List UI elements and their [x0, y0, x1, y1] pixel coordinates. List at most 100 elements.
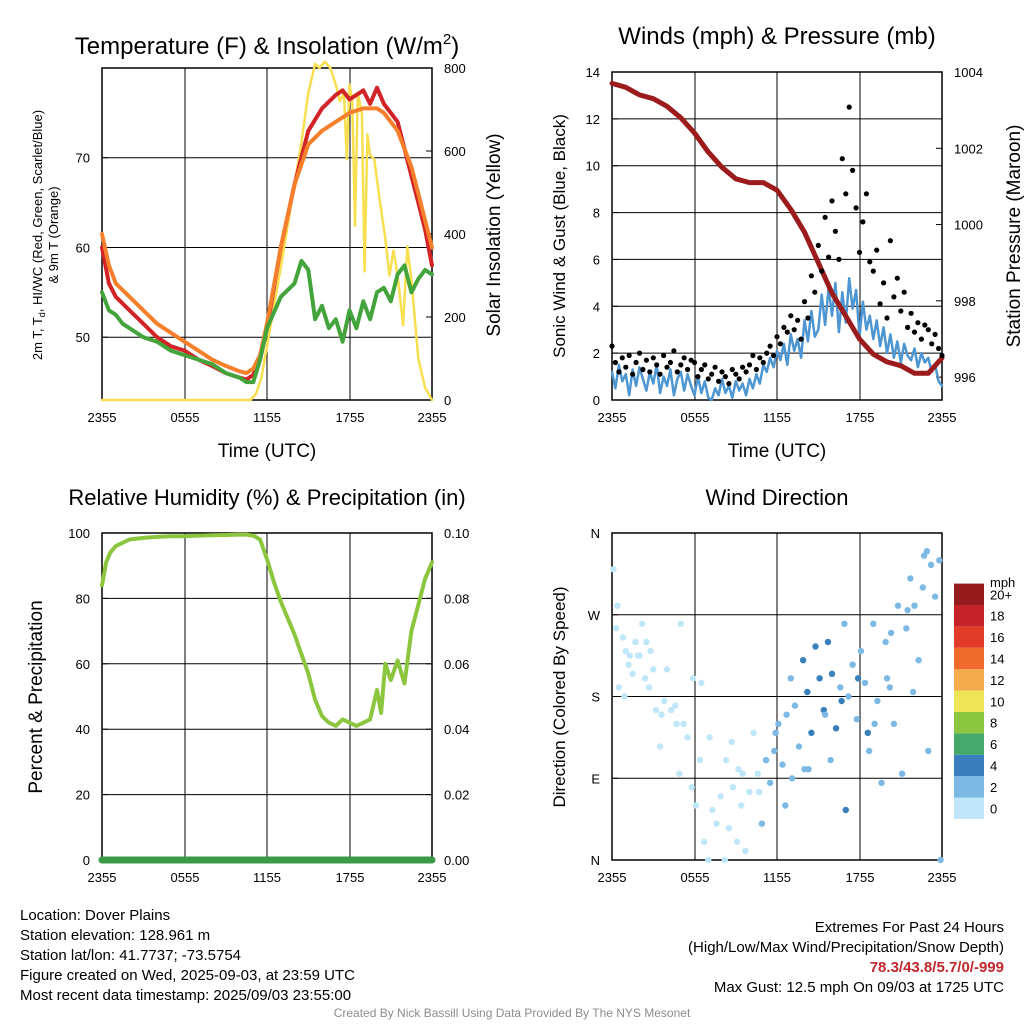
gust-point: [922, 322, 928, 328]
direction-point: [804, 688, 811, 696]
gust-point: [722, 374, 729, 380]
direction-point: [677, 620, 684, 627]
gust-point: [609, 343, 615, 349]
direction-point: [622, 647, 629, 655]
direction-point: [676, 770, 683, 777]
direction-point: [706, 734, 713, 741]
y-tick-label: 12: [586, 112, 600, 127]
gust-point: [726, 381, 732, 387]
gust-point: [764, 350, 770, 356]
y-tick-label: 50: [76, 330, 90, 345]
gust-point: [898, 308, 904, 314]
legend-swatch: [954, 647, 984, 670]
gust-point: [729, 366, 735, 373]
x-tick-label: 2355: [88, 410, 117, 425]
direction-point: [821, 711, 829, 718]
y-tick-label: S: [591, 690, 600, 705]
direction-point: [795, 743, 803, 750]
legend-swatch: [954, 690, 984, 712]
gust-point: [657, 371, 663, 377]
legend-label: 6: [990, 737, 997, 752]
gust-point: [736, 376, 742, 382]
y2-tick-label: 1002: [954, 141, 983, 156]
gust-point: [832, 228, 839, 234]
direction-point: [680, 720, 687, 727]
direction-point: [656, 743, 664, 750]
direction-point: [738, 802, 745, 809]
x-tick-label: 1755: [336, 870, 365, 885]
x-tick-label: 2355: [88, 870, 117, 885]
gust-point: [678, 362, 684, 368]
gust-point: [863, 191, 870, 197]
gust-point: [616, 369, 622, 375]
y2-tick-label: 1004: [954, 65, 983, 80]
humidity-precip-panel: 2355 0555 1155 1755 2355 0 20 40 60 80 100 0.00 0.02…: [26, 485, 469, 885]
y-tick-label: 40: [76, 722, 90, 737]
direction-point: [733, 838, 741, 845]
y2-tick-label: 400: [444, 227, 466, 242]
direction-point: [746, 788, 753, 796]
legend-swatch: [954, 797, 984, 819]
legend-swatch: [954, 605, 984, 627]
chart-title: Winds (mph) & Pressure (mb): [618, 23, 935, 50]
y-label-part: , HI/WC (Red, Green, Scarlet/Blue): [30, 110, 45, 312]
max-gust-text: Max Gust: 12.5 mph On 09/03 at 1725 UTC: [713, 979, 1004, 996]
direction-point: [824, 638, 832, 646]
gust-point: [819, 268, 825, 274]
y2-tick-label: 200: [444, 310, 466, 325]
gust-point: [908, 310, 914, 316]
gust-point: [636, 350, 643, 356]
gust-point: [791, 327, 797, 333]
chart-title: Wind Direction: [705, 485, 848, 510]
gust-point: [750, 352, 756, 359]
y2-tick-label: 0.08: [444, 591, 469, 606]
direction-point: [919, 584, 926, 591]
gust-point: [815, 242, 821, 248]
y2-tick-label: 0: [444, 393, 451, 408]
y-tick-label: 10: [586, 159, 600, 174]
gust-point: [774, 334, 780, 340]
x-tick-label: 1755: [846, 870, 875, 885]
direction-point: [827, 756, 834, 764]
gust-point: [877, 301, 883, 307]
direction-point: [754, 770, 761, 777]
chart-title: Relative Humidity (%) & Precipitation (i…: [68, 485, 465, 510]
y-tick-label: 60: [76, 240, 90, 255]
gust-point: [630, 371, 636, 377]
gust-point: [757, 355, 763, 361]
y-tick-label: 6: [593, 252, 600, 267]
pressure-line: [609, 80, 945, 376]
legend-label: 12: [990, 673, 1004, 688]
direction-point: [801, 766, 808, 773]
x-tick-label: 2355: [598, 870, 627, 885]
gust-point: [915, 320, 921, 326]
legend-swatch: [954, 733, 984, 755]
direction-point: [652, 706, 660, 714]
x-axis-label: Time (UTC): [218, 441, 317, 462]
direction-point: [903, 625, 910, 632]
direction-point: [853, 716, 860, 723]
direction-point: [772, 729, 779, 736]
direction-point: [645, 684, 653, 691]
direction-point: [779, 761, 786, 768]
direction-point: [878, 779, 885, 786]
direction-point: [782, 802, 789, 809]
y2-axis-label: Station Pressure (Maroon): [1004, 125, 1024, 348]
gust-point: [667, 359, 674, 366]
y2-axis-label: Solar Insolation (Yellow): [484, 133, 505, 336]
gust-point: [925, 327, 931, 333]
gust-point: [829, 198, 835, 204]
direction-point: [621, 693, 628, 700]
y-tick-label: N: [591, 853, 600, 868]
y2-tick-label: 600: [444, 144, 466, 159]
gust-point: [836, 256, 842, 262]
gust-point: [767, 343, 773, 349]
y-label-part: 2m T, T: [30, 317, 45, 360]
gust-point: [753, 366, 760, 373]
station-info: Location: Dover Plains Station elevation…: [20, 906, 355, 1006]
direction-point: [788, 775, 796, 782]
gust-point: [716, 378, 722, 384]
direction-point: [898, 770, 906, 777]
direction-point: [874, 697, 881, 705]
direction-point: [705, 856, 712, 864]
